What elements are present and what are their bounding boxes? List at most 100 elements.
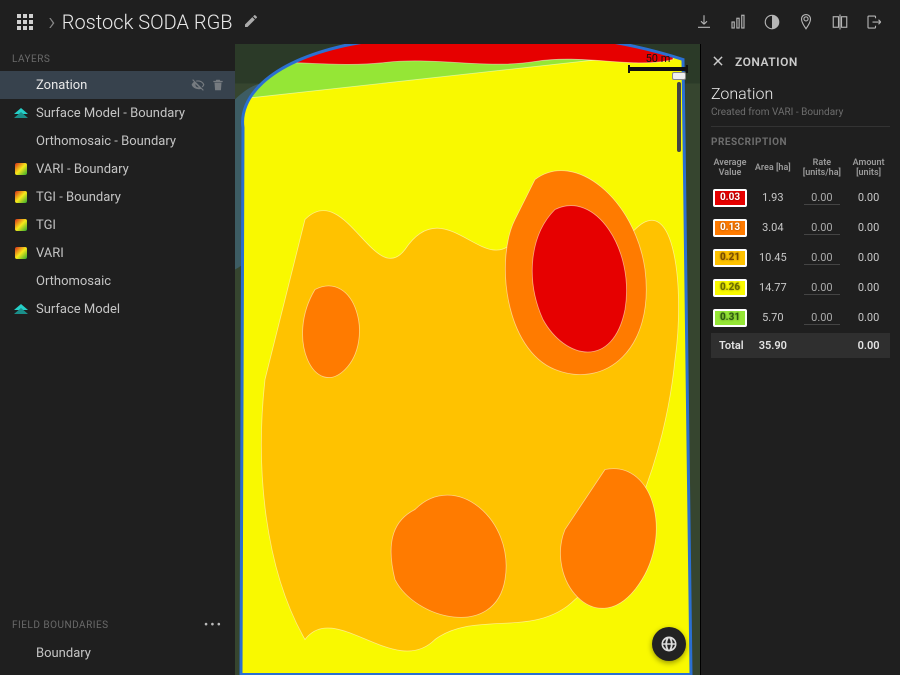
compare-icon	[831, 13, 849, 31]
column-header: Area [ha]	[749, 154, 797, 183]
total-amount: 0.00	[847, 333, 890, 358]
inspector-panel: ZONATION Zonation Created from VARI - Bo…	[700, 44, 900, 675]
layer-item[interactable]: Surface Model	[0, 295, 235, 323]
prescription-table: AverageValueArea [ha]Rate[units/ha]Amoun…	[711, 154, 890, 358]
inspector-title: Zonation	[711, 84, 890, 103]
surface-model-icon	[14, 304, 28, 314]
pin-icon	[797, 13, 815, 31]
zone-swatch: 0.26	[713, 279, 747, 297]
layer-item[interactable]: Orthomosaic	[0, 267, 235, 295]
contrast-icon	[763, 13, 781, 31]
area-cell: 14.77	[749, 273, 797, 303]
area-cell: 3.04	[749, 213, 797, 243]
globe-icon	[660, 635, 678, 653]
layer-item[interactable]: Orthomosaic - Boundary	[0, 127, 235, 155]
surface-model-icon	[14, 108, 28, 118]
layer-item[interactable]: VARI - Boundary	[0, 155, 235, 183]
layer-label: Zonation	[36, 78, 191, 93]
prescription-row: 0.2110.45 0.00 0.00	[711, 243, 890, 273]
visibility-off-icon	[191, 78, 205, 92]
prescription-row: 0.2614.77 0.00 0.00	[711, 273, 890, 303]
zonation-map	[235, 44, 700, 675]
zone-swatch: 0.13	[713, 219, 747, 237]
layer-label: Surface Model	[36, 302, 225, 317]
column-header: Amount[units]	[847, 154, 890, 183]
layer-item[interactable]: VARI	[0, 239, 235, 267]
amount-cell: 0.00	[847, 273, 890, 303]
panel-heading: ZONATION	[735, 55, 798, 69]
divider	[711, 126, 890, 127]
prescription-row: 0.133.040.000.00	[711, 213, 890, 243]
layer-item[interactable]: Surface Model - Boundary	[0, 99, 235, 127]
layer-label: TGI - Boundary	[36, 190, 225, 205]
prescription-heading: PRESCRIPTION	[711, 137, 890, 148]
scale-bar: 50 m	[628, 52, 688, 71]
rate-input[interactable]: 0.00	[804, 281, 840, 295]
rate-input[interactable]: 0.00	[804, 191, 840, 205]
compare-button[interactable]	[826, 8, 854, 36]
layer-label: Surface Model - Boundary	[36, 106, 225, 121]
marker-button[interactable]	[792, 8, 820, 36]
total-label: Total	[711, 333, 749, 358]
zoom-knob-icon	[672, 72, 686, 80]
pencil-icon	[243, 13, 259, 29]
exit-button[interactable]	[860, 8, 888, 36]
close-panel-button[interactable]	[711, 54, 727, 70]
download-icon	[695, 13, 713, 31]
field-boundaries-heading: FIELD BOUNDARIES	[12, 620, 109, 631]
layer-item[interactable]: TGI - Boundary	[0, 183, 235, 211]
rate-input[interactable]: 0.00	[804, 311, 840, 325]
breadcrumb-separator-icon: ›	[48, 7, 56, 37]
zone-swatch: 0.31	[713, 309, 747, 327]
column-header: AverageValue	[711, 154, 749, 183]
layer-item[interactable]: Zonation	[0, 71, 235, 99]
total-area: 35.90	[749, 333, 797, 358]
layer-label: VARI	[36, 246, 225, 261]
apps-grid-icon	[17, 14, 33, 30]
stats-button[interactable]	[724, 8, 752, 36]
layer-list: Zonation Surface Model - Boundary Orthomos…	[0, 71, 235, 323]
main-area: LAYERS Zonation Surface Model - Boundary O…	[0, 44, 900, 675]
scale-label: 50 m	[646, 52, 671, 65]
layer-item[interactable]: TGI	[0, 211, 235, 239]
prescription-row: 0.031.930.000.00	[711, 183, 890, 213]
map-canvas[interactable]: 50 m	[235, 44, 700, 675]
rate-input[interactable]: 0.00	[804, 251, 840, 265]
layer-row-actions[interactable]	[191, 78, 225, 92]
prescription-row: 0.315.70 0.00 0.00	[711, 303, 890, 333]
layer-label: Orthomosaic	[36, 274, 225, 289]
vegetation-index-icon	[15, 219, 27, 231]
boundary-label: Boundary	[36, 646, 225, 661]
zone-swatch: 0.03	[713, 189, 747, 207]
exit-icon	[865, 13, 883, 31]
vegetation-index-icon	[15, 163, 27, 175]
total-row: Total35.90 0.00	[711, 333, 890, 358]
layer-label: VARI - Boundary	[36, 162, 225, 177]
trash-icon	[211, 78, 225, 92]
layer-label: TGI	[36, 218, 225, 233]
amount-cell: 0.00	[847, 303, 890, 333]
edit-title-button[interactable]	[243, 10, 259, 34]
area-cell: 5.70	[749, 303, 797, 333]
layer-label: Orthomosaic - Boundary	[36, 134, 225, 149]
layers-heading: LAYERS	[0, 44, 235, 71]
amount-cell: 0.00	[847, 243, 890, 273]
chart-icon	[729, 13, 747, 31]
boundary-item[interactable]: Boundary	[0, 639, 235, 667]
column-header: Rate[units/ha]	[797, 154, 847, 183]
area-cell: 1.93	[749, 183, 797, 213]
contrast-button[interactable]	[758, 8, 786, 36]
zone-swatch: 0.21	[713, 249, 747, 267]
field-boundaries-more-button[interactable]: •••	[204, 618, 223, 633]
rate-input[interactable]: 0.00	[804, 221, 840, 235]
basemap-button[interactable]	[652, 627, 686, 661]
area-cell: 10.45	[749, 243, 797, 273]
close-icon	[711, 54, 725, 68]
top-bar: › Rostock SODA RGB	[0, 0, 900, 44]
apps-menu-button[interactable]	[12, 9, 38, 35]
project-title: Rostock SODA RGB	[62, 10, 233, 34]
download-button[interactable]	[690, 8, 718, 36]
layers-sidebar: LAYERS Zonation Surface Model - Boundary O…	[0, 44, 235, 675]
zoom-slider[interactable]	[672, 72, 686, 152]
vegetation-index-icon	[15, 247, 27, 259]
